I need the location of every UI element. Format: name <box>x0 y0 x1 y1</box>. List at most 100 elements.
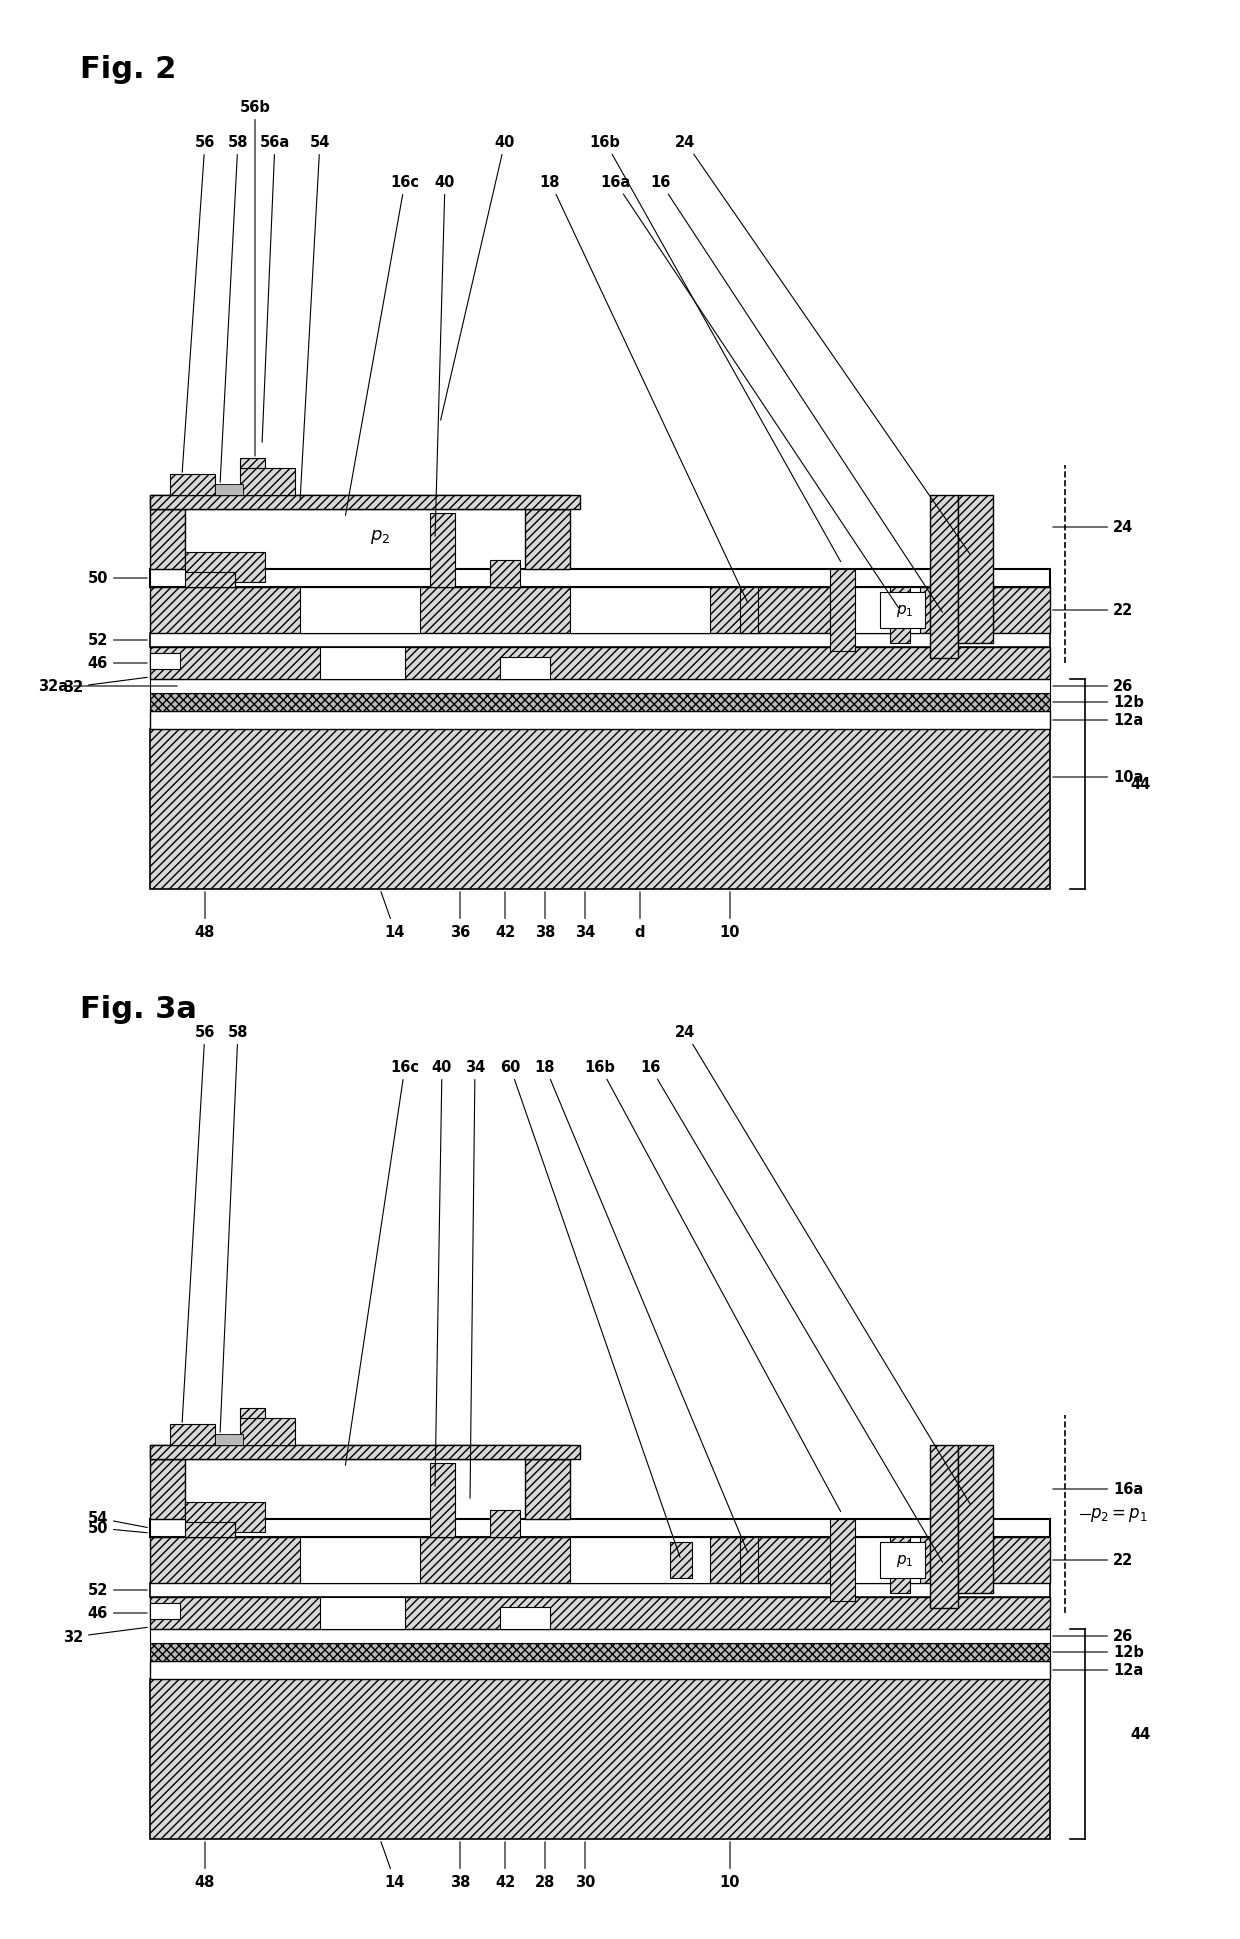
Bar <box>150 1538 1050 1582</box>
Text: 14: 14 <box>381 892 405 940</box>
Text: $p_2$: $p_2$ <box>370 527 391 545</box>
Text: 28: 28 <box>534 1842 556 1889</box>
Text: 58: 58 <box>221 1024 248 1433</box>
Bar <box>150 1582 1050 1598</box>
Text: 40: 40 <box>432 1059 453 1487</box>
Bar <box>150 496 570 510</box>
Text: 26: 26 <box>1053 1629 1133 1644</box>
Bar <box>150 1662 1050 1679</box>
Text: 54: 54 <box>88 1510 148 1528</box>
Bar <box>500 1607 551 1629</box>
Text: 44: 44 <box>1130 1726 1151 1741</box>
Text: d: d <box>635 892 645 940</box>
Text: 14: 14 <box>381 1842 405 1889</box>
Bar <box>215 1433 243 1445</box>
Bar <box>490 560 520 588</box>
Bar <box>320 648 405 681</box>
Text: 34: 34 <box>575 892 595 940</box>
Bar <box>670 1542 692 1578</box>
Text: 40: 40 <box>440 136 515 421</box>
Text: 36: 36 <box>450 892 470 940</box>
Bar <box>150 712 1050 729</box>
Bar <box>150 1604 180 1619</box>
Bar <box>185 1460 525 1520</box>
Bar <box>740 588 758 634</box>
Text: 16: 16 <box>640 1059 942 1563</box>
Bar <box>185 553 265 582</box>
Text: 56: 56 <box>182 136 216 473</box>
Text: 32a: 32a <box>38 679 177 694</box>
Text: 24: 24 <box>675 136 971 555</box>
Bar <box>959 1445 993 1594</box>
Bar <box>185 1503 265 1532</box>
Bar <box>150 570 1050 588</box>
Text: 16c: 16c <box>346 175 419 516</box>
Bar <box>150 653 180 671</box>
Bar <box>150 1598 1050 1629</box>
Bar <box>150 694 1050 712</box>
Text: 50: 50 <box>88 1520 148 1536</box>
Bar <box>570 1538 711 1582</box>
Text: 40: 40 <box>435 175 455 537</box>
Text: 12a: 12a <box>1053 714 1143 729</box>
Text: 58: 58 <box>221 136 248 483</box>
Text: 12b: 12b <box>1053 1644 1143 1660</box>
Text: 16b: 16b <box>589 136 841 562</box>
Bar <box>185 510 525 570</box>
Text: 48: 48 <box>195 892 216 940</box>
Text: 54: 54 <box>300 136 330 500</box>
Text: 12a: 12a <box>1053 1662 1143 1677</box>
Text: $p_1$: $p_1$ <box>897 603 914 619</box>
Text: 38: 38 <box>450 1842 470 1889</box>
Bar <box>150 496 580 510</box>
Bar <box>185 572 236 588</box>
Text: 10: 10 <box>719 1842 740 1889</box>
Text: 56b: 56b <box>239 101 270 458</box>
Bar <box>150 510 185 570</box>
Text: 18: 18 <box>534 1059 748 1553</box>
Text: 56a: 56a <box>260 136 290 442</box>
Bar <box>150 648 1050 681</box>
Text: 24: 24 <box>1053 520 1133 535</box>
Text: $p_1$: $p_1$ <box>897 1553 914 1569</box>
Bar <box>880 593 925 628</box>
Bar <box>150 1642 1050 1662</box>
Bar <box>215 485 243 496</box>
Text: 48: 48 <box>195 1842 216 1889</box>
Bar <box>241 1419 295 1445</box>
Bar <box>241 458 265 469</box>
Text: 10: 10 <box>719 892 740 940</box>
Text: 44: 44 <box>1130 778 1151 793</box>
Text: 32: 32 <box>63 1627 148 1644</box>
Text: 16a: 16a <box>600 175 899 609</box>
Text: 16b: 16b <box>584 1059 841 1512</box>
Text: $p_2=p_1$: $p_2=p_1$ <box>1090 1505 1148 1524</box>
Bar <box>150 681 1050 694</box>
Bar <box>320 1598 405 1629</box>
Bar <box>849 1538 920 1582</box>
Bar <box>490 1510 520 1538</box>
Bar <box>890 1538 910 1594</box>
Text: 42: 42 <box>495 1842 515 1889</box>
Text: 22: 22 <box>1053 1553 1133 1569</box>
Bar <box>300 588 420 634</box>
Bar <box>241 1408 265 1419</box>
Text: 46: 46 <box>88 655 148 671</box>
Bar <box>150 1445 580 1460</box>
Bar <box>500 657 551 681</box>
Text: 10a: 10a <box>1053 770 1143 785</box>
Bar <box>430 1464 455 1538</box>
Bar <box>890 588 910 644</box>
Text: 38: 38 <box>534 892 556 940</box>
Text: 32: 32 <box>63 679 148 696</box>
Bar <box>300 1538 420 1582</box>
Text: 50: 50 <box>88 572 148 586</box>
Bar <box>150 1679 1050 1838</box>
Bar <box>830 1520 856 1602</box>
Text: Fig. 3a: Fig. 3a <box>81 995 197 1024</box>
Bar <box>849 588 920 634</box>
Text: 26: 26 <box>1053 679 1133 694</box>
Bar <box>525 510 570 570</box>
Text: 60: 60 <box>500 1059 680 1557</box>
Text: 52: 52 <box>88 1582 148 1598</box>
